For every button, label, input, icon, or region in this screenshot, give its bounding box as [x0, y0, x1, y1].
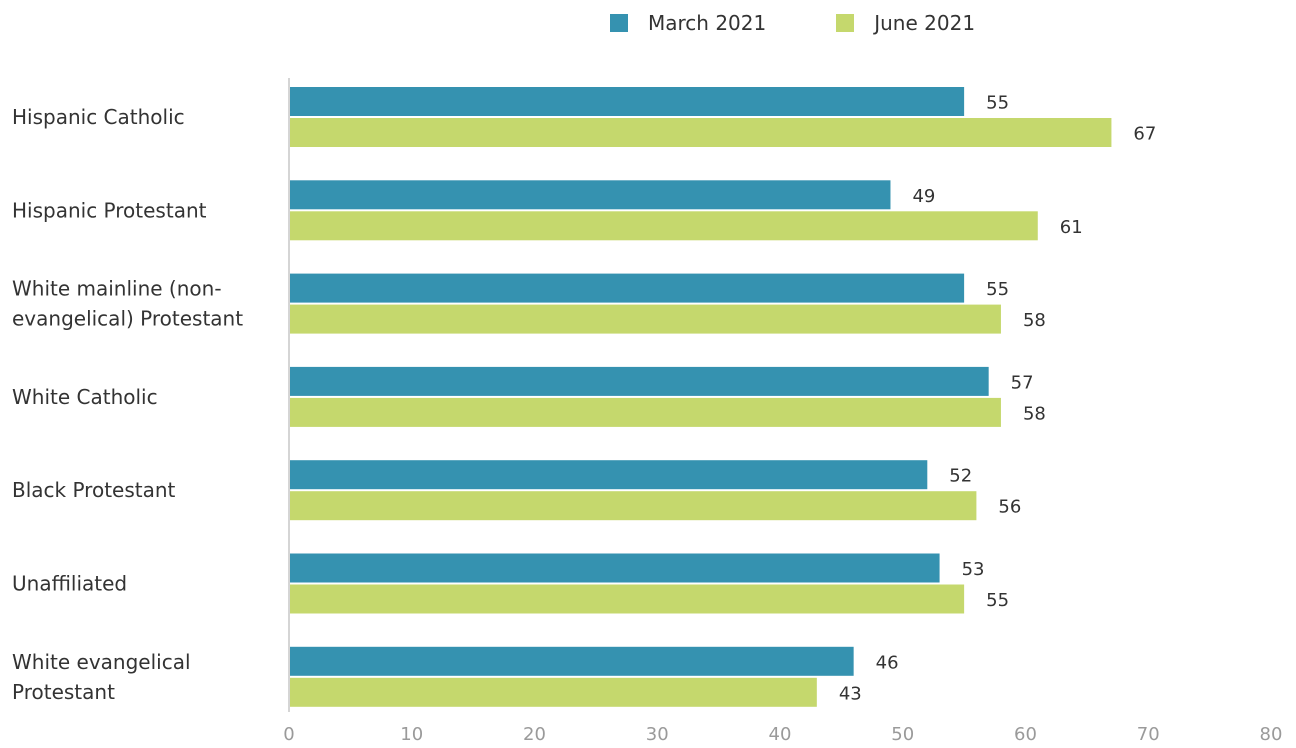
data-label: 58 — [1023, 310, 1046, 331]
x-tick-label: 0 — [283, 724, 294, 745]
bar-march — [290, 180, 891, 210]
category-label: Black Protestant — [12, 478, 176, 502]
x-tick-label: 40 — [769, 724, 792, 745]
bar-march — [290, 273, 965, 303]
bar-june — [290, 677, 817, 707]
data-label: 56 — [998, 497, 1021, 518]
legend-item-june-2021: June 2021 — [836, 11, 975, 35]
category-label: Unaffiliated — [12, 572, 127, 596]
bar-march — [290, 87, 965, 116]
data-label: 61 — [1060, 217, 1083, 238]
bar-march — [290, 366, 989, 396]
x-tick-label: 70 — [1137, 724, 1160, 745]
bar-june — [290, 211, 1038, 241]
data-label: 46 — [876, 652, 899, 673]
x-tick-label: 80 — [1260, 724, 1283, 745]
data-label: 52 — [949, 466, 972, 487]
category-label: White Catholic — [12, 385, 158, 409]
bar-march — [290, 460, 928, 490]
data-label: 43 — [839, 683, 862, 704]
bar-march — [290, 646, 854, 676]
x-tick-label: 50 — [891, 724, 914, 745]
bar-june — [290, 584, 965, 614]
x-tick-label: 20 — [523, 724, 546, 745]
data-label: 55 — [986, 279, 1009, 300]
data-label: 55 — [986, 93, 1009, 114]
x-tick-label: 10 — [400, 724, 423, 745]
x-tick-label: 60 — [1014, 724, 1037, 745]
bar-june — [290, 304, 1001, 334]
legend-label-march-2021: March 2021 — [648, 11, 767, 35]
legend-swatch-march-2021 — [610, 14, 628, 32]
legend-swatch-june-2021 — [836, 14, 855, 32]
data-label: 49 — [912, 186, 935, 207]
legend-item-march-2021: March 2021 — [610, 11, 766, 35]
data-label: 53 — [962, 559, 985, 580]
category-label: Hispanic Protestant — [12, 198, 207, 222]
bar-june — [290, 397, 1001, 427]
bar-march — [290, 553, 940, 583]
category-label: White evangelical Protestant — [12, 650, 191, 704]
category-label: White mainline (non-evangelical) Protest… — [12, 277, 243, 331]
category-label: Hispanic Catholic — [12, 105, 185, 129]
data-label: 67 — [1133, 124, 1156, 145]
legend: March 2021 June 2021 — [610, 8, 1045, 38]
data-label: 57 — [1011, 372, 1034, 393]
data-label: 58 — [1023, 403, 1046, 424]
bar-june — [290, 118, 1112, 147]
x-tick-label: 30 — [646, 724, 669, 745]
data-label: 55 — [986, 590, 1009, 611]
legend-label-june-2021: June 2021 — [874, 11, 976, 35]
bar-june — [290, 491, 977, 521]
